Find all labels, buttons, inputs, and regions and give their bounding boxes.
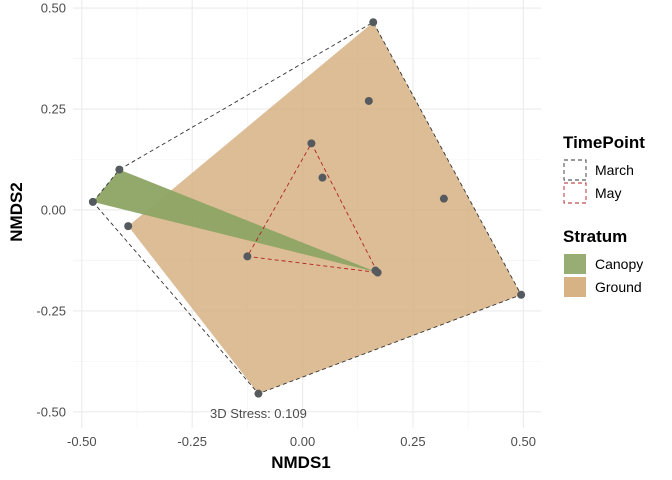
hull-canopy [92, 169, 378, 273]
data-point [254, 389, 263, 398]
data-point [369, 18, 378, 27]
hull-fill-layer [92, 22, 522, 394]
y-tick-label: 0.00 [41, 202, 66, 217]
y-tick-label: -0.50 [36, 404, 66, 419]
x-tick-label: 0.50 [511, 434, 536, 449]
data-point [243, 252, 252, 261]
data-point [318, 173, 327, 182]
data-point [115, 165, 124, 174]
legend-key-ground [564, 277, 586, 297]
tick-label-layer: -0.50 -0.25 0.00 0.25 0.50 -0.50 -0.25 0.00 0.25… [36, 1, 536, 449]
legend-title-stratum: Stratum [563, 227, 627, 246]
y-tick-label: 0.25 [41, 102, 66, 117]
hull-may-outline [246, 142, 379, 274]
y-tick-label: 0.50 [41, 1, 66, 16]
legend-label-march: March [595, 162, 634, 178]
y-axis-title: NMDS2 [7, 182, 26, 242]
legend-title-timepoint: TimePoint [563, 133, 645, 152]
data-point [307, 139, 316, 148]
x-tick-label: -0.25 [177, 434, 207, 449]
x-tick-label: 0.25 [400, 434, 425, 449]
legend-key-canopy [564, 254, 586, 274]
point-layer [88, 18, 526, 398]
legend-label-canopy: Canopy [595, 256, 643, 272]
data-point [364, 96, 373, 105]
data-point [88, 197, 97, 206]
hull-outline-layer [92, 21, 522, 395]
data-point [124, 222, 133, 231]
hull-march-outline [92, 21, 522, 395]
data-point [371, 266, 380, 275]
x-tick-label: 0.00 [290, 434, 315, 449]
legend-label-ground: Ground [595, 279, 642, 295]
data-point [439, 194, 448, 203]
legend-label-may: May [595, 185, 621, 201]
data-point [517, 290, 526, 299]
y-tick-label: -0.25 [36, 303, 66, 318]
legend-key-may [563, 182, 587, 204]
stress-annotation: 3D Stress: 0.109 [210, 406, 307, 421]
hull-ground [128, 22, 522, 394]
x-axis-title: NMDS1 [271, 453, 331, 472]
legend: TimePoint March May Stratum Canopy Ground [563, 133, 645, 297]
x-tick-label: -0.50 [67, 434, 97, 449]
legend-key-march [563, 159, 587, 181]
